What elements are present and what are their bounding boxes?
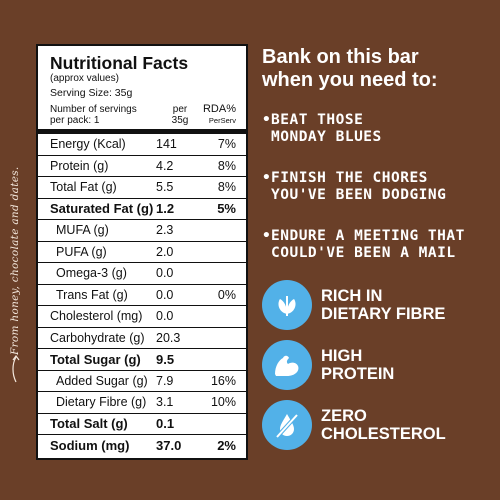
- bullet-line-2: YOU'VE BEEN DODGING: [271, 187, 447, 203]
- bicep-icon: [262, 340, 312, 390]
- table-row: Energy (Kcal) 141 7%: [38, 134, 246, 156]
- row-label: Cholesterol (mg): [50, 309, 143, 324]
- table-row: Total Fat (g) 5.5 8%: [38, 177, 246, 199]
- row-label: Total Sugar (g): [50, 351, 141, 367]
- table-row: Total Salt (g) 0.1: [38, 414, 246, 435]
- table-row: Dietary Fibre (g) 3.1 10%: [38, 392, 246, 414]
- bullet-line-1: ENDURE A MEETING THAT: [271, 228, 465, 244]
- row-label: Total Fat (g): [50, 180, 117, 195]
- bullet-item: •BEAT THOSE MONDAY BLUES: [262, 112, 382, 145]
- row-label: Saturated Fat (g): [50, 201, 154, 217]
- row-rda: 5%: [217, 201, 236, 217]
- row-value: 4.2: [156, 158, 174, 173]
- benefit-line-1: HIGH: [321, 347, 363, 365]
- panel-title: Nutritional Facts: [50, 53, 189, 73]
- table-row: MUFA (g) 2.3: [38, 220, 246, 242]
- benefit-line-2: DIETARY FIBRE: [321, 305, 446, 323]
- row-rda: 16%: [210, 373, 236, 388]
- col1-header-1: per: [172, 104, 188, 115]
- row-value: 141: [156, 137, 177, 152]
- col2-header-2: PerServ: [208, 116, 236, 125]
- table-row: Trans Fat (g) 0.0 0%: [38, 285, 246, 306]
- servings-label-1: Number of servings: [50, 104, 137, 115]
- table-row: Omega-3 (g) 0.0: [38, 263, 246, 285]
- heading-line-2: when you need to:: [262, 69, 438, 91]
- no-drop-icon: [262, 400, 312, 450]
- row-value: 9.5: [156, 351, 175, 367]
- bullet-line-1: BEAT THOSE: [271, 112, 364, 128]
- table-row: Carbohydrate (g) 20.3: [38, 328, 246, 349]
- row-label: Carbohydrate (g): [50, 330, 145, 345]
- row-rda: 7%: [217, 137, 236, 152]
- row-label: PUFA (g): [56, 244, 107, 259]
- row-label: MUFA (g): [56, 223, 109, 238]
- row-rda: 0%: [217, 287, 236, 302]
- bullet-line-2: MONDAY BLUES: [271, 129, 382, 145]
- col2-header-1: RDA%: [202, 103, 236, 115]
- table-row: Saturated Fat (g) 1.2 5%: [38, 199, 246, 220]
- benefit-cholesterol: ZERO CHOLESTEROL: [262, 400, 446, 450]
- row-label: Energy (Kcal): [50, 137, 126, 152]
- heading-line-1: Bank on this bar: [262, 46, 419, 68]
- serving-size: Serving Size: 35g: [50, 87, 133, 99]
- row-value: 37.0: [156, 437, 182, 453]
- row-value: 0.0: [156, 266, 174, 281]
- table-row: Cholesterol (mg) 0.0: [38, 306, 246, 328]
- row-value: 1.2: [156, 201, 175, 217]
- nutrition-rows: Energy (Kcal) 141 7% Protein (g) 4.2 8% …: [38, 134, 246, 456]
- row-value: 0.1: [156, 416, 175, 432]
- benefits-column: Bank on this bar when you need to: •BEAT…: [262, 46, 492, 450]
- row-label: Sodium (mg): [50, 437, 130, 453]
- table-row: Added Sugar (g) 7.9 16%: [38, 371, 246, 392]
- benefit-line-1: RICH IN: [321, 287, 383, 305]
- bullet-item: •FINISH THE CHORES YOU'VE BEEN DODGING: [262, 170, 447, 203]
- row-rda: 10%: [210, 395, 236, 410]
- bullet-line-1: FINISH THE CHORES: [271, 170, 428, 186]
- row-label: Dietary Fibre (g): [56, 395, 147, 410]
- row-rda: 8%: [217, 158, 236, 173]
- row-rda: 2%: [217, 437, 236, 453]
- benefit-protein: HIGH PROTEIN: [262, 340, 394, 390]
- side-note: From honey, chocolate and dates.: [9, 166, 21, 355]
- heading: Bank on this bar when you need to:: [262, 46, 492, 92]
- curved-arrow-icon: [12, 355, 20, 383]
- row-label: Trans Fat (g): [56, 287, 128, 302]
- row-label: Protein (g): [50, 158, 109, 173]
- benefit-fibre: RICH IN DIETARY FIBRE: [262, 280, 445, 330]
- servings-label-2: per pack: 1: [50, 115, 100, 126]
- row-label: Total Salt (g): [50, 416, 128, 432]
- thick-rule: [38, 129, 246, 134]
- benefit-line-1: ZERO: [321, 407, 367, 425]
- row-value: 3.1: [156, 395, 174, 410]
- panel-subtitle: (approx values): [50, 73, 119, 84]
- table-row: PUFA (g) 2.0: [38, 242, 246, 263]
- column-header: Number of servings per pack: 1 per 35g R…: [50, 103, 236, 127]
- row-value: 7.9: [156, 373, 174, 388]
- row-label: Added Sugar (g): [56, 373, 148, 388]
- row-rda: 8%: [217, 180, 236, 195]
- row-value: 2.0: [156, 244, 174, 259]
- bullet-item: •ENDURE A MEETING THAT COULD'VE BEEN A M…: [262, 228, 465, 261]
- row-value: 2.3: [156, 223, 174, 238]
- col1-header-2: 35g: [171, 115, 189, 126]
- row-value: 0.0: [156, 287, 174, 302]
- benefit-line-2: PROTEIN: [321, 365, 395, 383]
- table-row: Total Sugar (g) 9.5: [38, 349, 246, 371]
- row-value: 20.3: [156, 330, 181, 345]
- benefit-line-2: CHOLESTEROL: [321, 425, 446, 443]
- row-value: 5.5: [156, 180, 174, 195]
- leaf-icon: [262, 280, 312, 330]
- table-row: Protein (g) 4.2 8%: [38, 156, 246, 177]
- bullet-line-2: COULD'VE BEEN A MAIL: [271, 245, 456, 261]
- table-row: Sodium (mg) 37.0 2%: [38, 435, 246, 456]
- row-value: 0.0: [156, 309, 174, 324]
- row-label: Omega-3 (g): [56, 266, 127, 281]
- nutrition-panel: Nutritional Facts (approx values) Servin…: [36, 44, 248, 460]
